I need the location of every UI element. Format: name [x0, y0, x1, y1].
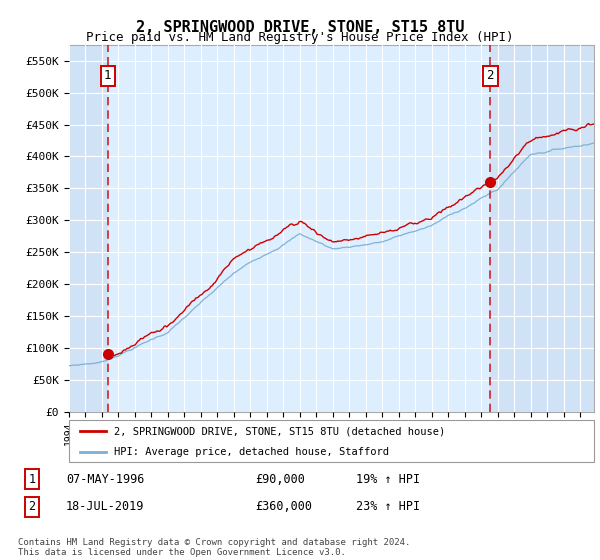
Text: 1: 1 — [104, 69, 112, 82]
Text: Contains HM Land Registry data © Crown copyright and database right 2024.
This d: Contains HM Land Registry data © Crown c… — [18, 538, 410, 557]
FancyBboxPatch shape — [69, 420, 594, 462]
Text: 2, SPRINGWOOD DRIVE, STONE, ST15 8TU: 2, SPRINGWOOD DRIVE, STONE, ST15 8TU — [136, 20, 464, 35]
Bar — [69, 45, 108, 412]
Text: 07-MAY-1996: 07-MAY-1996 — [66, 473, 145, 486]
Text: 2: 2 — [487, 69, 494, 82]
Text: 2: 2 — [29, 501, 35, 514]
Bar — [490, 45, 594, 412]
Text: £90,000: £90,000 — [255, 473, 305, 486]
Text: 18-JUL-2019: 18-JUL-2019 — [66, 501, 145, 514]
Text: 19% ↑ HPI: 19% ↑ HPI — [356, 473, 421, 486]
Text: Price paid vs. HM Land Registry's House Price Index (HPI): Price paid vs. HM Land Registry's House … — [86, 31, 514, 44]
Text: 23% ↑ HPI: 23% ↑ HPI — [356, 501, 421, 514]
Text: HPI: Average price, detached house, Stafford: HPI: Average price, detached house, Staf… — [113, 447, 389, 458]
Text: 1: 1 — [29, 473, 35, 486]
Text: 2, SPRINGWOOD DRIVE, STONE, ST15 8TU (detached house): 2, SPRINGWOOD DRIVE, STONE, ST15 8TU (de… — [113, 426, 445, 436]
Text: £360,000: £360,000 — [255, 501, 312, 514]
